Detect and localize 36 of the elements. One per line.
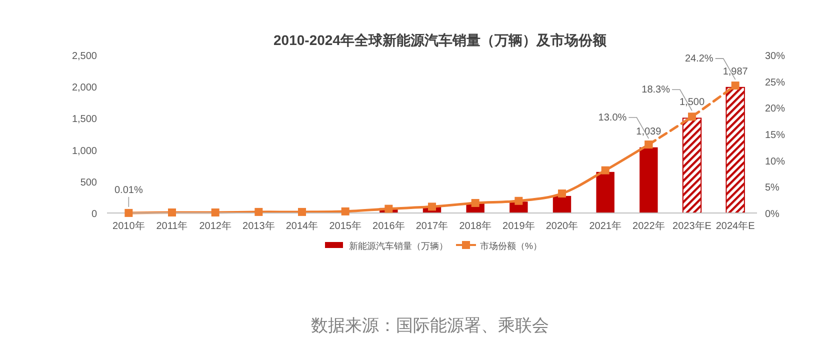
y2-tick-label: 0% — [765, 209, 780, 220]
x-tick-label: 2020年 — [546, 220, 578, 232]
y2-tick-label: 30% — [765, 51, 786, 62]
x-tick-label: 2017年 — [416, 220, 448, 232]
y2-tick-label: 15% — [765, 130, 786, 141]
x-tick-label: 2013年 — [242, 220, 275, 232]
x-tick-label: 2010年 — [112, 220, 145, 232]
y2-tick-label: 25% — [765, 77, 786, 88]
x-tick-label: 2016年 — [372, 220, 405, 232]
x-tick-label: 2021年 — [589, 220, 622, 232]
x-tick-label: 2011年 — [156, 220, 188, 232]
x-tick-label: 2014年 — [286, 220, 318, 232]
x-tick-label: 2024年E — [716, 220, 756, 232]
x-tick-label: 2023年E — [672, 220, 712, 232]
legend-label: 新能源汽车销量（万辆） — [349, 241, 448, 251]
legend-label: 市场份额（%） — [480, 241, 542, 251]
y-tick-label: 2,000 — [72, 82, 98, 94]
y-tick-label: 500 — [80, 177, 98, 188]
data-label: 18.3% — [642, 84, 670, 96]
data-label: 13.0% — [598, 112, 627, 124]
x-tick-label: 2012年 — [199, 220, 232, 232]
y2-tick-label: 20% — [765, 104, 786, 115]
y-tick-label: 0 — [91, 209, 98, 220]
x-tick-label: 2015年 — [329, 220, 362, 232]
data-label: 24.2% — [684, 54, 714, 65]
y2-tick-label: 5% — [765, 182, 780, 194]
x-tick-label: 2019年 — [502, 220, 535, 232]
data-label: 0.01% — [114, 184, 143, 196]
y-tick-label: 2,500 — [72, 51, 98, 62]
source-note: 数据来源：国际能源署、乘联会 — [311, 316, 549, 335]
chart-title: 2010-2024年全球新能源汽车销量（万辆）及市场份额 — [274, 32, 608, 48]
y2-tick-label: 10% — [765, 156, 786, 168]
x-tick-label: 2022年 — [632, 220, 665, 232]
y-tick-label: 1,500 — [72, 114, 98, 126]
y-tick-label: 1,000 — [72, 146, 98, 157]
x-tick-label: 2018年 — [459, 220, 492, 232]
